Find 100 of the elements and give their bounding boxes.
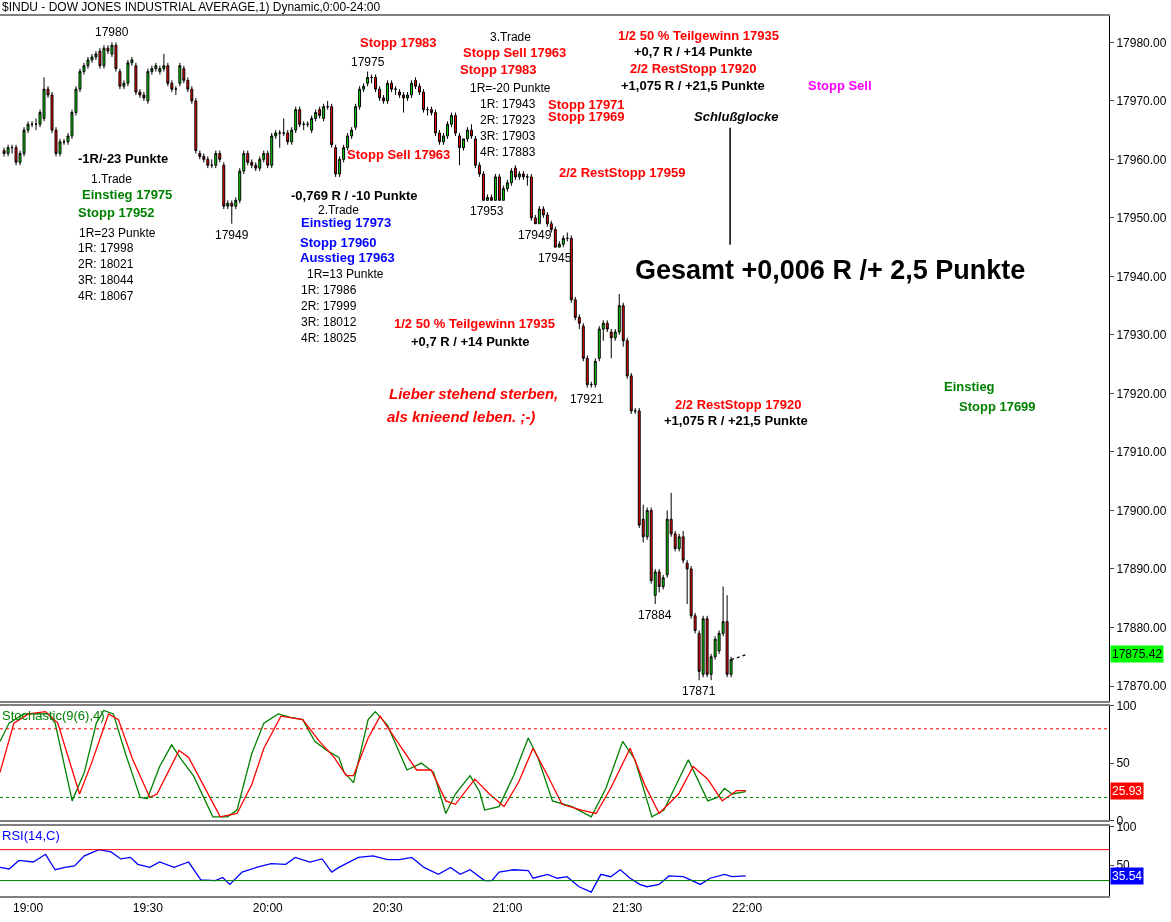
annotation: Lieber stehend sterben, — [389, 385, 559, 402]
annotation: 1R: 17998 — [78, 241, 134, 255]
y-tick-label: 17870.00 — [1116, 679, 1167, 694]
y-tick-label: 17970.00 — [1116, 94, 1167, 109]
y-tick-label: 50 — [1116, 756, 1131, 771]
annotation: 2R: 18021 — [78, 257, 134, 271]
candlestick — [230, 199, 234, 225]
annotation: Stopp Sell 17963 — [347, 147, 451, 162]
candlestick — [366, 71, 370, 87]
y-tick-label: 17980.00 — [1116, 35, 1167, 50]
x-tick-label: 21:30 — [612, 901, 643, 916]
text: 17875.42 — [1112, 647, 1163, 661]
annotation: Stopp 17983 — [460, 62, 537, 77]
candlestick — [310, 114, 314, 134]
annotation: Stopp 17971 — [548, 97, 625, 112]
annotation: 1R=13 Punkte — [307, 267, 384, 281]
candlestick — [206, 155, 210, 169]
candlestick — [701, 615, 705, 678]
candlestick — [322, 103, 326, 122]
candlestick — [469, 123, 473, 140]
x-tick-label: 20:30 — [372, 901, 403, 916]
candlestick — [198, 150, 202, 160]
y-tick-label: 17960.00 — [1116, 152, 1167, 167]
candlestick — [609, 328, 613, 359]
candlestick — [174, 85, 178, 96]
x-tick-label: 20:00 — [252, 901, 284, 916]
annotation: 1R: 17943 — [480, 97, 536, 111]
annotation: als knieend leben. ;-) — [387, 408, 536, 425]
candlestick — [214, 150, 218, 169]
annotation: 2.Trade — [318, 203, 360, 217]
annotation: 3R: 18044 — [78, 273, 134, 287]
text: 25.93 — [1112, 784, 1143, 798]
candlestick — [330, 103, 334, 149]
candlestick — [453, 112, 457, 137]
annotation: 4R: 17883 — [480, 145, 536, 159]
candlestick — [386, 79, 390, 105]
annotation: Stopp 17699 — [959, 399, 1036, 414]
y-tick-label: 17940.00 — [1116, 269, 1167, 284]
candlestick — [493, 173, 497, 201]
candlestick — [146, 68, 150, 105]
y-tick-label: 100 — [1116, 699, 1137, 714]
annotation: 17884 — [638, 608, 672, 622]
annotation: 3R: 17903 — [480, 129, 536, 143]
annotation: +1,075 R / +21,5 Punkte — [621, 78, 765, 93]
candlestick — [6, 144, 10, 157]
annotation: 2R: 17923 — [480, 113, 536, 127]
candlestick — [593, 357, 597, 389]
candlestick — [318, 106, 322, 119]
annotation: 17980 — [95, 25, 129, 39]
annotation: Ausstieg 17963 — [300, 250, 395, 265]
annotation: +0,7 R / +14 Punkte — [634, 44, 753, 59]
candlestick — [497, 173, 501, 201]
annotation: -0,769 R / -10 Punkte — [291, 188, 418, 203]
annotation: 17921 — [570, 392, 604, 406]
candlestick — [2, 147, 6, 157]
annotation: -1R/-23 Punkte — [78, 151, 169, 166]
x-tick-label: 19:00 — [13, 901, 44, 916]
candlestick — [457, 132, 461, 166]
candlestick — [178, 62, 182, 87]
y-tick-label: 17950.00 — [1116, 211, 1167, 226]
annotation: Schlußglocke — [694, 109, 779, 124]
annotation: 2/2 RestStopp 17920 — [675, 397, 802, 412]
candlestick — [154, 62, 158, 73]
line-series — [0, 849, 747, 893]
y-tick-label: 17890.00 — [1116, 562, 1167, 577]
candlestick — [529, 173, 533, 222]
annotation: 17949 — [215, 228, 249, 242]
candlestick — [98, 47, 102, 70]
annotation: +1,075 R / +21,5 Punkte — [664, 413, 808, 428]
y-tick-label: 17910.00 — [1116, 445, 1167, 460]
candlestick — [14, 144, 18, 166]
x-tick-label: 22:00 — [732, 901, 763, 916]
annotation: 1R=23 Punkte — [79, 226, 156, 240]
annotation: Stopp 17960 — [300, 235, 377, 250]
annotation: 2/2 RestStopp 17959 — [559, 165, 686, 180]
candlestick — [222, 161, 226, 210]
annotation: 1R: 17986 — [301, 283, 357, 297]
annotation: 17949 — [518, 228, 552, 242]
text: 35.54 — [1112, 869, 1143, 883]
annotation: Einstieg 17975 — [82, 187, 173, 202]
annotation: 3R: 18012 — [301, 315, 357, 329]
candlestick — [270, 132, 274, 169]
annotation: 4R: 18025 — [301, 331, 357, 345]
candlestick — [126, 59, 130, 87]
candlestick — [102, 44, 106, 70]
annotation: Stopp 17952 — [78, 205, 155, 220]
candlestick — [681, 530, 685, 564]
y-tick-label: 17880.00 — [1116, 620, 1167, 635]
annotation: 17953 — [470, 204, 504, 218]
candlestick — [410, 79, 414, 99]
candlestick — [561, 234, 565, 248]
chart-title: $INDU - DOW JONES INDUSTRIAL AVERAGE,1) Dynamic,0:00-24:00 — [2, 0, 381, 14]
annotation: 4R: 18067 — [78, 289, 134, 303]
candlestick — [334, 144, 338, 178]
candlestick — [258, 155, 262, 172]
x-tick-label: 21:00 — [492, 901, 523, 916]
annotation: 17975 — [351, 55, 385, 69]
annotation: Gesamt +0,006 R /+ 2,5 Punkte — [635, 255, 1026, 285]
annotation: 2/2 RestStopp 17920 — [630, 61, 757, 76]
annotation: +0,7 R / +14 Punkte — [411, 334, 530, 349]
